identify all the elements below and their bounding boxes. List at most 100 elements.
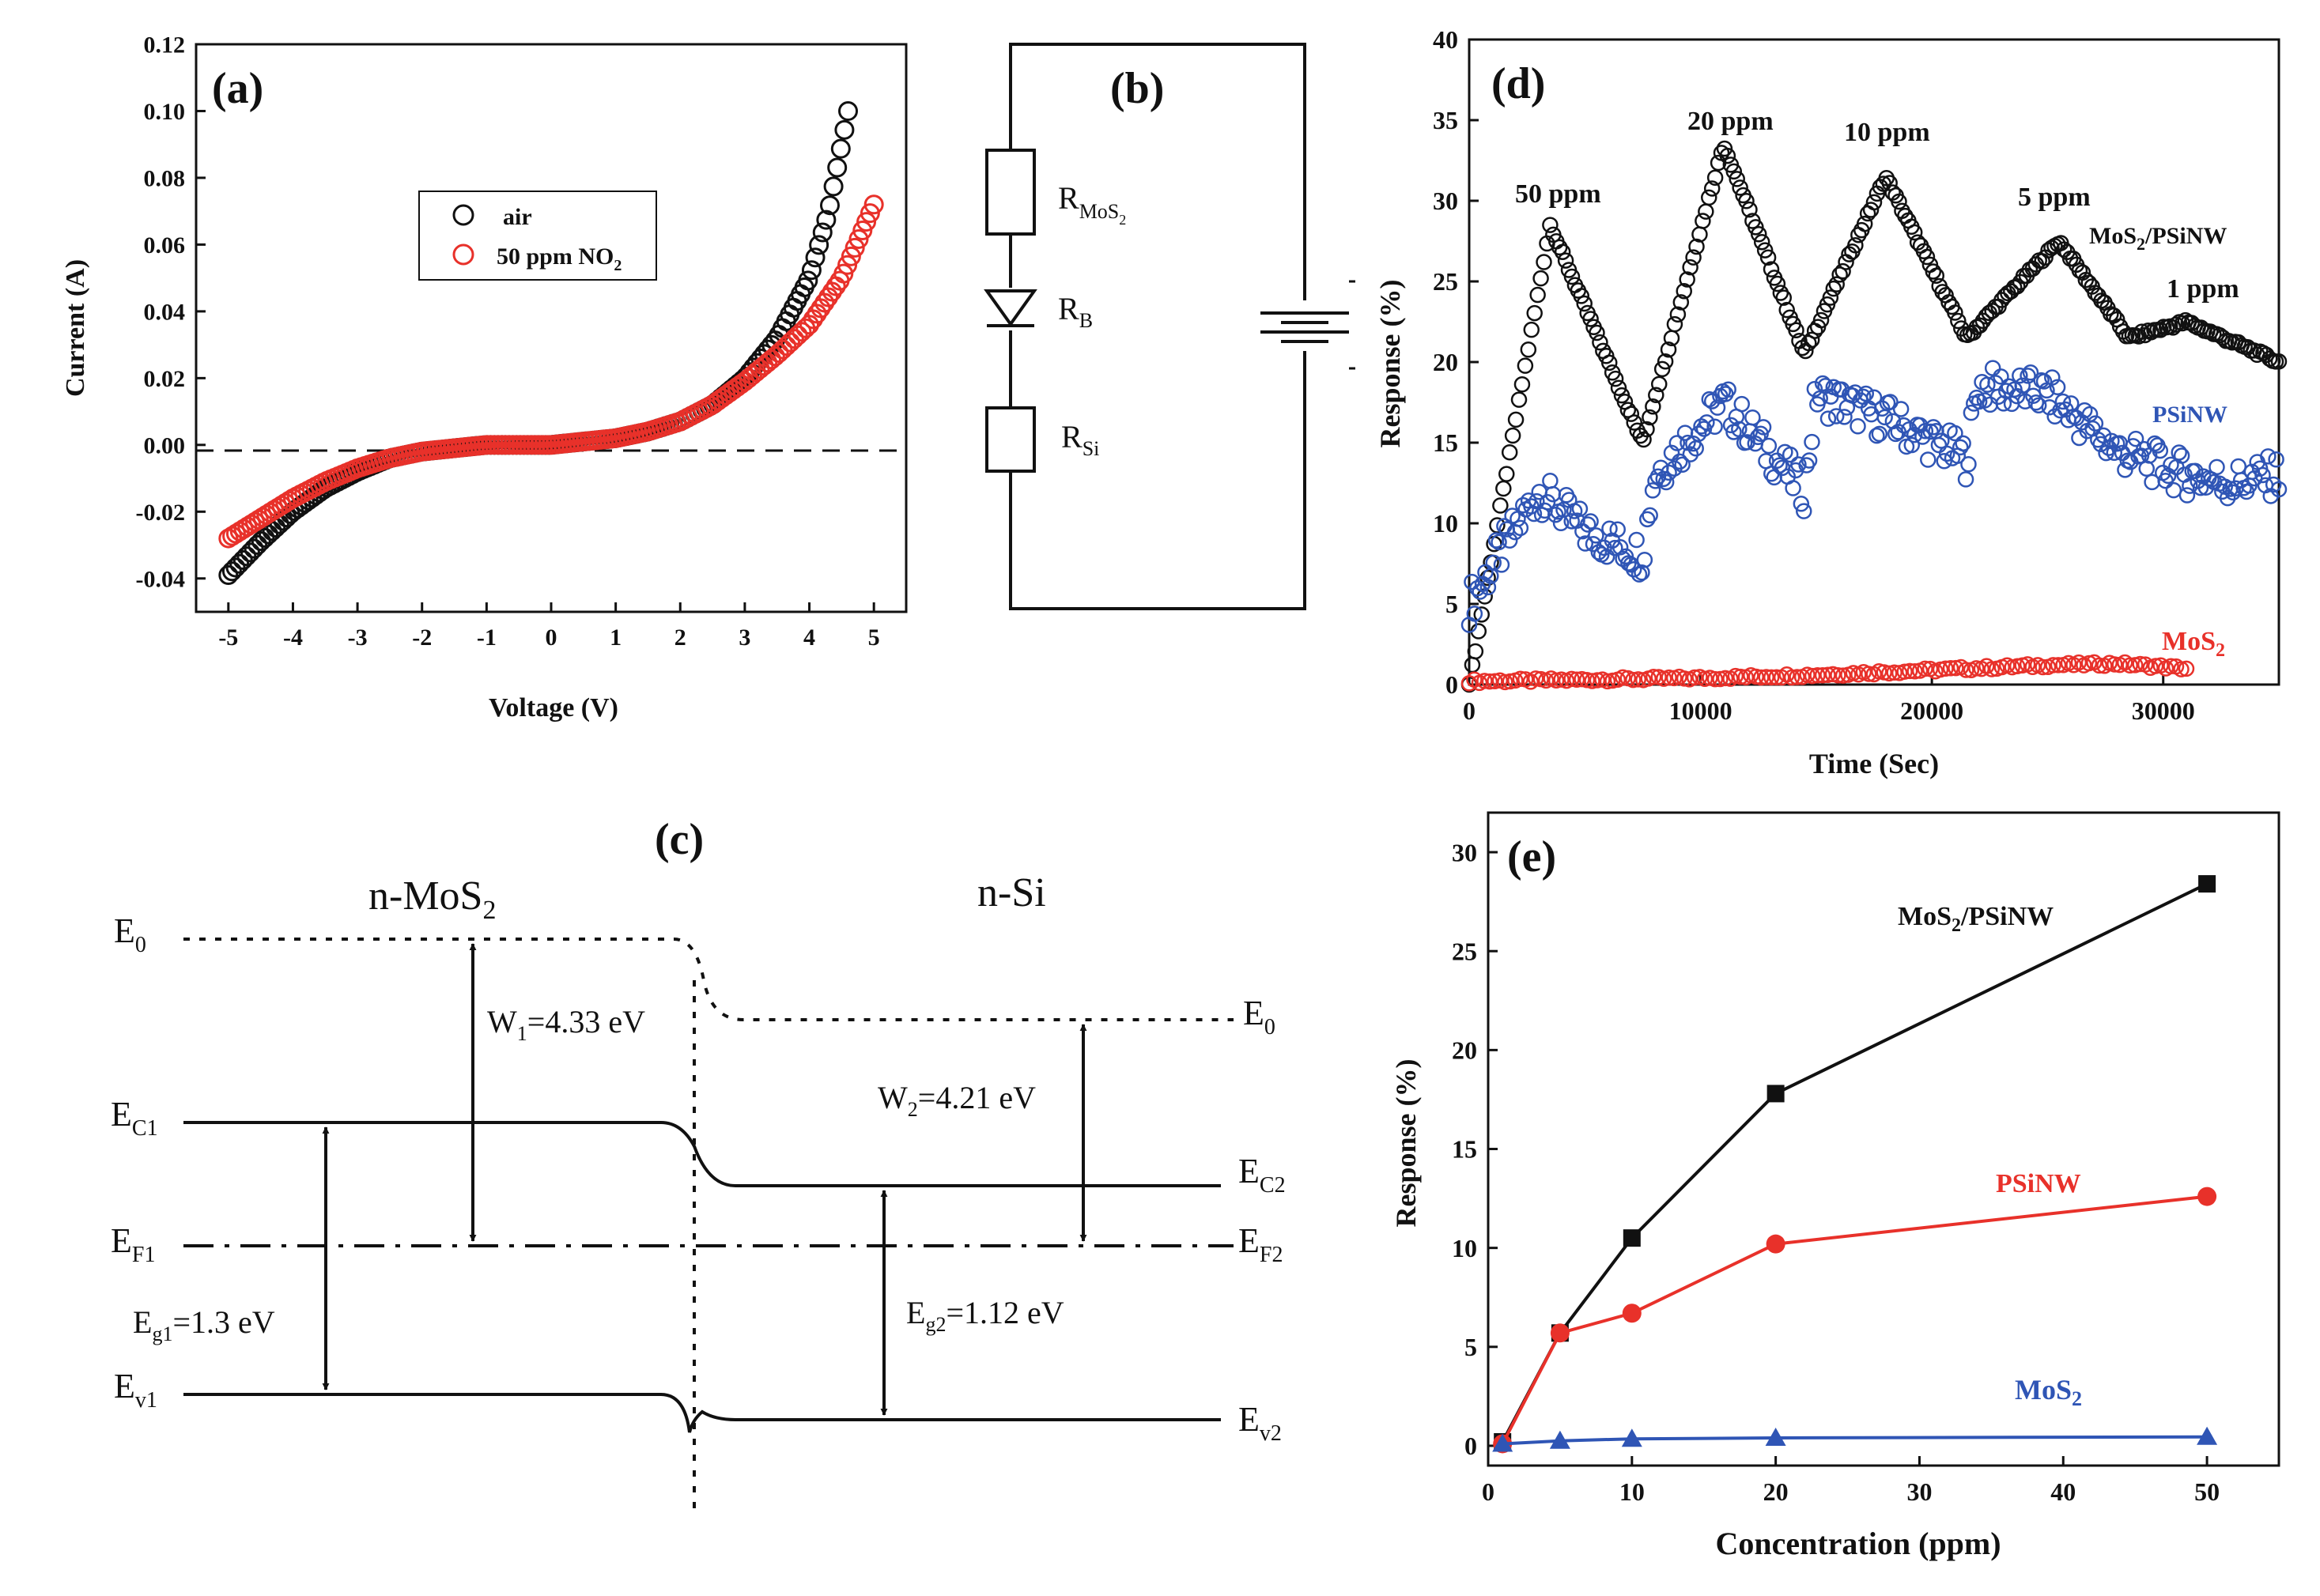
panel-d-ytick-label: 30	[1433, 187, 1458, 215]
panel-e-xtick-label: 50	[2194, 1477, 2220, 1506]
panel-d-point-psinw	[1850, 418, 1866, 435]
panel-d-point-mos2	[1527, 670, 1544, 687]
label-ef2: EF2	[1238, 1221, 1283, 1267]
panel-d-point-psinw	[1598, 548, 1615, 565]
panel-d-point-mos2-psinw	[1847, 237, 1864, 254]
panel-d-point-mos2-psinw	[1660, 341, 1677, 358]
panel-d-time-response-chart: 0 5 10 15 20 25 30 35 40 0 10000 20000 30000 (d) Re…	[1374, 25, 2288, 779]
panel-d-point-psinw	[2230, 458, 2247, 475]
panel-d-point-psinw	[2192, 479, 2209, 496]
panel-a-point-no2	[863, 194, 884, 215]
panel-d-y-axis: 0 5 10 15 20 25 30 35 40	[1433, 25, 1479, 699]
panel-d-point-mos2	[1512, 670, 1529, 687]
panel-d-point-mos2-psinw	[1881, 175, 1898, 191]
panel-d-point-mos2-psinw	[1812, 311, 1830, 329]
panel-d-point-psinw	[1796, 503, 1812, 519]
panel-d-point-psinw	[1984, 360, 2001, 376]
panel-d-point-mos2	[1983, 661, 2001, 677]
panel-d-point-mos2-psinw	[2174, 315, 2191, 332]
panel-e-marker-psinw	[1766, 1234, 1785, 1254]
panel-d-point-mos2	[1630, 671, 1647, 688]
panel-d-point-mos2	[1476, 673, 1493, 689]
panel-d-point-mos2-psinw	[1865, 194, 1883, 211]
panel-d-ytick-label: 10	[1433, 509, 1458, 538]
panel-a-point-no2	[852, 221, 873, 241]
panel-d-point-mos2-psinw	[1778, 301, 1795, 319]
panel-d-point-mos2-psinw	[1716, 140, 1733, 157]
panel-d-point-mos2-psinw	[1504, 427, 1521, 444]
panel-d-point-mos2-psinw	[1648, 387, 1664, 404]
panel-d-point-psinw	[1639, 511, 1656, 528]
panel-d-point-mos2-psinw	[1554, 243, 1571, 260]
panel-e-marker-mos2	[1621, 1428, 1642, 1447]
panel-d-point-psinw	[1680, 434, 1696, 451]
series-label-mos2-psinw-e: MoS2/PSiNW	[1898, 902, 2054, 936]
panel-a-xtick-label: 5	[868, 624, 880, 651]
panel-d-point-mos2-psinw	[1517, 357, 1534, 374]
panel-d-point-mos2	[2163, 658, 2179, 674]
panel-e-marker-mos2-psinw	[1623, 1229, 1641, 1247]
panel-d-point-mos2	[1625, 671, 1642, 689]
panel-d-point-mos2-psinw	[1806, 323, 1823, 339]
panel-a-xtick-label: -3	[348, 624, 368, 651]
panel-d-point-psinw	[1952, 439, 1969, 456]
circuit-top-wire	[1009, 43, 1306, 300]
panel-d-point-mos2-psinw	[2270, 353, 2288, 370]
panel-d-point-mos2-psinw	[1756, 242, 1774, 258]
panel-a-legend-marker-no2	[452, 243, 474, 266]
panel-d-point-psinw	[1657, 474, 1675, 491]
panel-d-point-psinw	[1800, 452, 1818, 469]
panel-d-point-mos2-psinw	[1473, 606, 1491, 623]
panel-d-point-psinw	[1491, 534, 1507, 551]
panel-a-ytick-label: 0.12	[144, 32, 186, 58]
panel-e-ytick-label: 0	[1464, 1432, 1477, 1460]
series-label-mos2-psinw-d: MoS2/PSiNW	[2089, 223, 2227, 254]
panel-a-xtick-label: -5	[218, 624, 238, 651]
panel-d-point-mos2-psinw	[1657, 353, 1674, 370]
band-ev-level	[183, 1393, 1221, 1433]
panel-d-point-psinw	[2260, 448, 2277, 465]
panel-e-marker-mos2	[2197, 1426, 2218, 1445]
panel-d-point-mos2-psinw	[1513, 376, 1531, 393]
panel-a-legend-label-no2: 50 ppm NO2	[497, 243, 622, 274]
panel-d-point-mos2-psinw	[1682, 258, 1698, 276]
panel-d-point-psinw	[2092, 436, 2109, 453]
panel-e-label: (e)	[1507, 832, 1556, 881]
panel-d-point-mos2-psinw	[1573, 288, 1590, 304]
panel-d-point-mos2-psinw	[1751, 226, 1767, 243]
panel-d-point-mos2	[1481, 673, 1498, 690]
panel-d-point-mos2-psinw	[1523, 321, 1540, 338]
panel-d-point-mos2-psinw	[1828, 276, 1845, 292]
panel-e-marker-psinw	[1622, 1304, 1642, 1323]
label-w2: W2=4.21 eV	[878, 1080, 1036, 1121]
panel-d-point-mos2	[2178, 660, 2195, 677]
panel-d-point-mos2	[1968, 660, 1985, 677]
panel-a-point-air	[812, 222, 833, 243]
panel-d-point-psinw	[1668, 435, 1686, 451]
panel-d-point-psinw	[2044, 369, 2061, 386]
panel-d-label: (d)	[1491, 59, 1545, 108]
panel-d-point-mos2-psinw	[1825, 280, 1842, 297]
panel-d-point-mos2	[2008, 658, 2026, 675]
panel-d-point-psinw	[1607, 539, 1623, 557]
panel-d-point-mos2	[1896, 663, 1913, 680]
panel-d-point-psinw	[1771, 457, 1788, 474]
panel-a-frame	[195, 43, 908, 613]
panel-e-frame	[1487, 811, 2280, 1467]
panel-a-xtick-label: -2	[412, 624, 432, 651]
panel-d-point-mos2-psinw	[2133, 323, 2150, 340]
panel-d-point-mos2	[1584, 673, 1600, 689]
panel-e-ytick-label: 30	[1452, 838, 1477, 866]
panel-d-point-psinw	[1968, 389, 1985, 406]
panel-d-point-psinw	[2041, 398, 2058, 416]
panel-d-point-psinw	[2152, 442, 2169, 459]
panel-d-point-mos2	[2035, 658, 2051, 676]
panel-d-point-mos2-psinw	[1669, 306, 1687, 323]
panel-d-point-psinw	[1733, 395, 1750, 413]
panel-d-point-mos2-psinw	[1925, 263, 1942, 280]
panel-d-ylabel: Response (%)	[1374, 280, 1406, 448]
series-label-mos2-e: MoS2	[2015, 1374, 2082, 1410]
panel-d-point-mos2-psinw	[1834, 262, 1851, 280]
panel-d-point-psinw	[1579, 516, 1596, 533]
panel-e-ytick-label: 20	[1452, 1036, 1477, 1065]
